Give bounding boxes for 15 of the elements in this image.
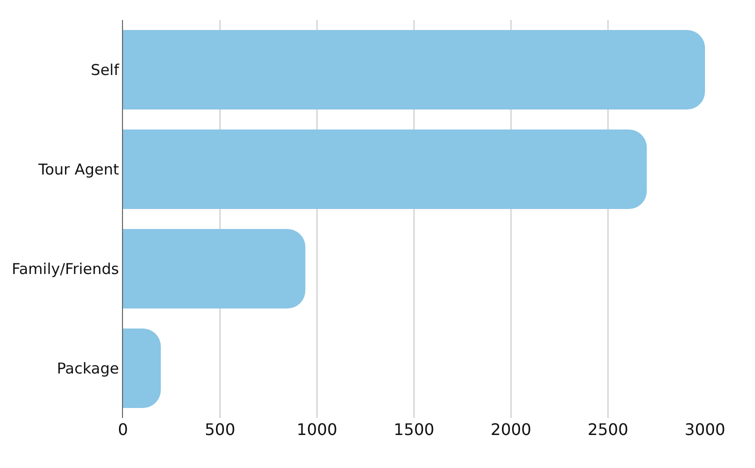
x-tick-label: 3000 [684,420,726,439]
x-tick-label: 2000 [490,420,532,439]
bar [123,228,306,309]
x-tick-label: 500 [204,420,236,439]
x-tick-label: 0 [118,420,128,439]
bar [123,129,647,210]
x-tick-label: 2500 [588,420,628,439]
bar [123,30,705,110]
bar [123,328,161,408]
y-tick-label: Tour Agent [37,160,120,178]
x-tick-label: 1500 [394,420,434,439]
x-tick-label: 1000 [296,420,338,439]
y-tick-label: Package [56,360,119,378]
y-tick-label: Self [90,61,120,79]
y-tick-label: Family/Friends [12,260,120,278]
